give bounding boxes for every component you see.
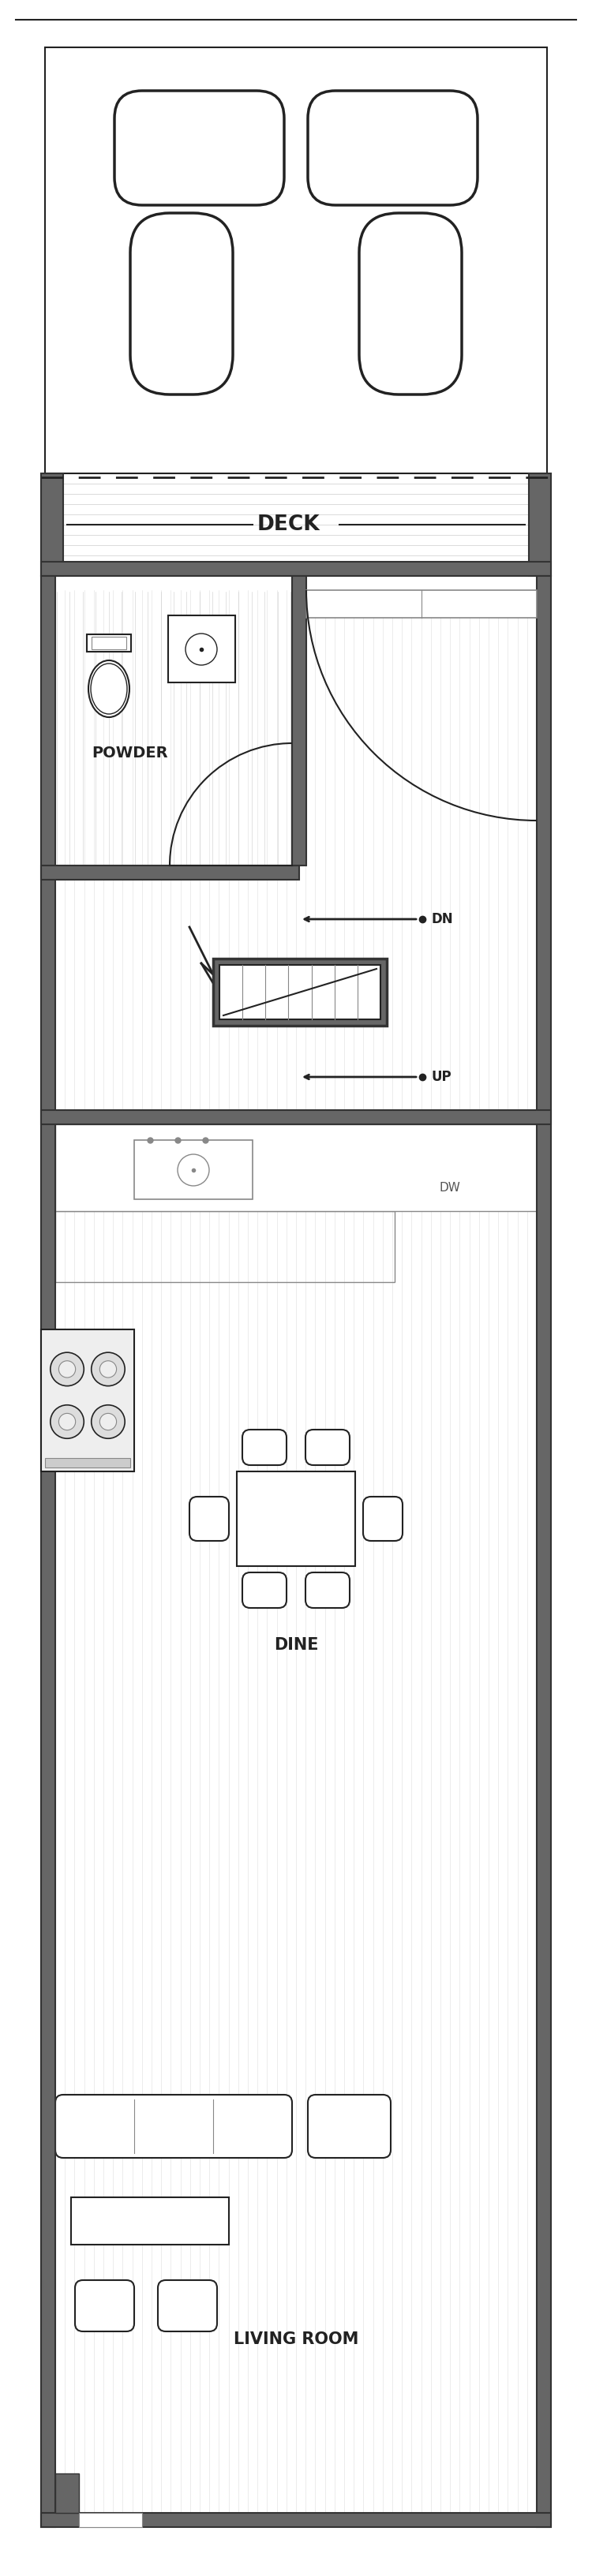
Circle shape: [185, 634, 217, 665]
Bar: [55, 2473, 79, 2512]
Circle shape: [91, 1352, 125, 1386]
Text: POWDER: POWDER: [92, 747, 168, 760]
Circle shape: [178, 1154, 209, 1185]
Bar: [41, 562, 551, 577]
Bar: [41, 577, 55, 2527]
FancyBboxPatch shape: [158, 2280, 217, 2331]
Circle shape: [59, 1360, 76, 1378]
Bar: [168, 616, 235, 683]
Bar: [45, 1458, 130, 1468]
FancyBboxPatch shape: [75, 2280, 134, 2331]
Bar: [79, 2512, 142, 2527]
Circle shape: [99, 1360, 117, 1378]
Bar: [55, 1123, 537, 1211]
Text: LIVING ROOM: LIVING ROOM: [233, 2331, 359, 2347]
Bar: [537, 577, 551, 2527]
Bar: [41, 474, 63, 577]
FancyBboxPatch shape: [308, 2094, 391, 2159]
FancyBboxPatch shape: [305, 1571, 350, 1607]
FancyBboxPatch shape: [130, 214, 233, 394]
Ellipse shape: [88, 659, 130, 716]
Circle shape: [91, 1404, 125, 1437]
Text: DINE: DINE: [274, 1638, 318, 1654]
Bar: [41, 1329, 134, 1471]
Bar: [292, 577, 306, 866]
Bar: [41, 2512, 551, 2527]
FancyBboxPatch shape: [359, 214, 462, 394]
Bar: [45, 46, 547, 474]
Bar: [87, 634, 131, 652]
Text: DECK: DECK: [257, 515, 320, 536]
FancyBboxPatch shape: [189, 1497, 229, 1540]
FancyBboxPatch shape: [305, 1430, 350, 1466]
FancyBboxPatch shape: [363, 1497, 403, 1540]
FancyBboxPatch shape: [242, 1571, 287, 1607]
Bar: [41, 1110, 551, 1123]
Circle shape: [99, 1414, 117, 1430]
FancyBboxPatch shape: [242, 1430, 287, 1466]
FancyBboxPatch shape: [308, 90, 478, 206]
Circle shape: [59, 1414, 76, 1430]
Bar: [306, 590, 537, 618]
Bar: [55, 1211, 395, 1283]
Text: DW: DW: [439, 1182, 461, 1193]
Circle shape: [50, 1352, 84, 1386]
Bar: [92, 636, 126, 649]
FancyBboxPatch shape: [55, 2094, 292, 2159]
Text: DN: DN: [432, 912, 453, 927]
Bar: [220, 966, 381, 1020]
Text: UP: UP: [432, 1069, 452, 1084]
Bar: [134, 1141, 253, 1200]
Bar: [237, 1471, 355, 1566]
Circle shape: [50, 1404, 84, 1437]
Bar: [71, 2197, 229, 2244]
FancyBboxPatch shape: [114, 90, 284, 206]
Bar: [41, 866, 299, 881]
Bar: [213, 958, 387, 1025]
Bar: [529, 474, 551, 577]
